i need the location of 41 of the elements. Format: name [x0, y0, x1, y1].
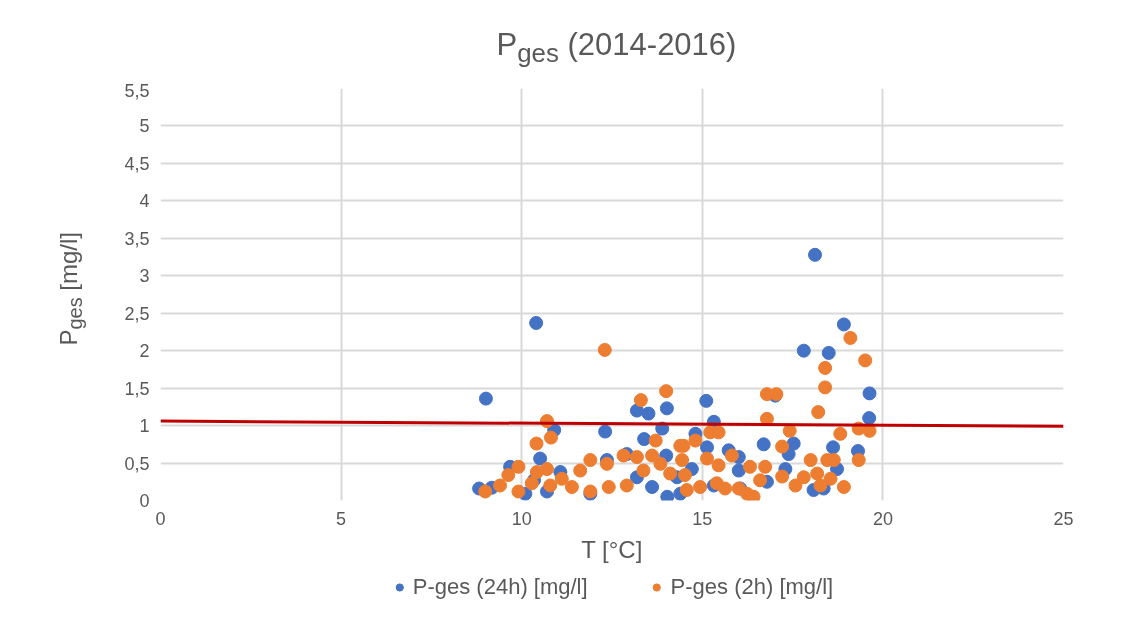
point [529, 315, 544, 330]
y-tick-label: 4,5 [124, 153, 150, 174]
point [826, 440, 841, 455]
legend-label: P-ges (24h) [mg/l] [412, 574, 588, 600]
point [821, 345, 836, 360]
point [645, 480, 660, 494]
x-tick-label: 25 [1053, 508, 1074, 529]
point [478, 391, 493, 406]
y-tick-label: 1,5 [124, 378, 150, 399]
point [660, 489, 675, 501]
point [756, 437, 771, 452]
x-tick-label: 20 [872, 508, 893, 529]
point [598, 424, 613, 439]
y-tick-label: 5,5 [124, 80, 150, 101]
y-tick-label: 3 [139, 266, 150, 287]
point [641, 406, 656, 421]
point [862, 411, 877, 426]
point [836, 317, 851, 332]
point [862, 386, 877, 401]
point [699, 393, 714, 408]
x-tick-label: 5 [336, 508, 347, 529]
y-tick-label: 4 [139, 191, 150, 212]
point [796, 343, 811, 358]
point [659, 401, 674, 416]
x-tick-label: 10 [511, 508, 532, 529]
x-axis-title: T [°C] [581, 535, 643, 563]
y-tick-label: 0,5 [124, 453, 150, 474]
x-tick-label: 15 [692, 508, 713, 529]
legend-label: P-ges (2h) [mg/l] [670, 574, 834, 600]
y-tick-label: 2,5 [124, 303, 150, 324]
y-tick-label: 0 [139, 491, 150, 511]
point [533, 451, 548, 466]
point [637, 432, 652, 447]
point [807, 247, 822, 262]
y-tick-label: 3,5 [124, 228, 150, 249]
y-tick-label: 1 [139, 416, 150, 437]
chart-title: P$_{ges}$ (2014-2016) [495, 26, 738, 70]
y-tick-label: 5 [139, 116, 150, 137]
x-tick-label: 0 [155, 508, 166, 529]
y-tick-label: 2 [139, 341, 150, 362]
point [731, 463, 746, 478]
